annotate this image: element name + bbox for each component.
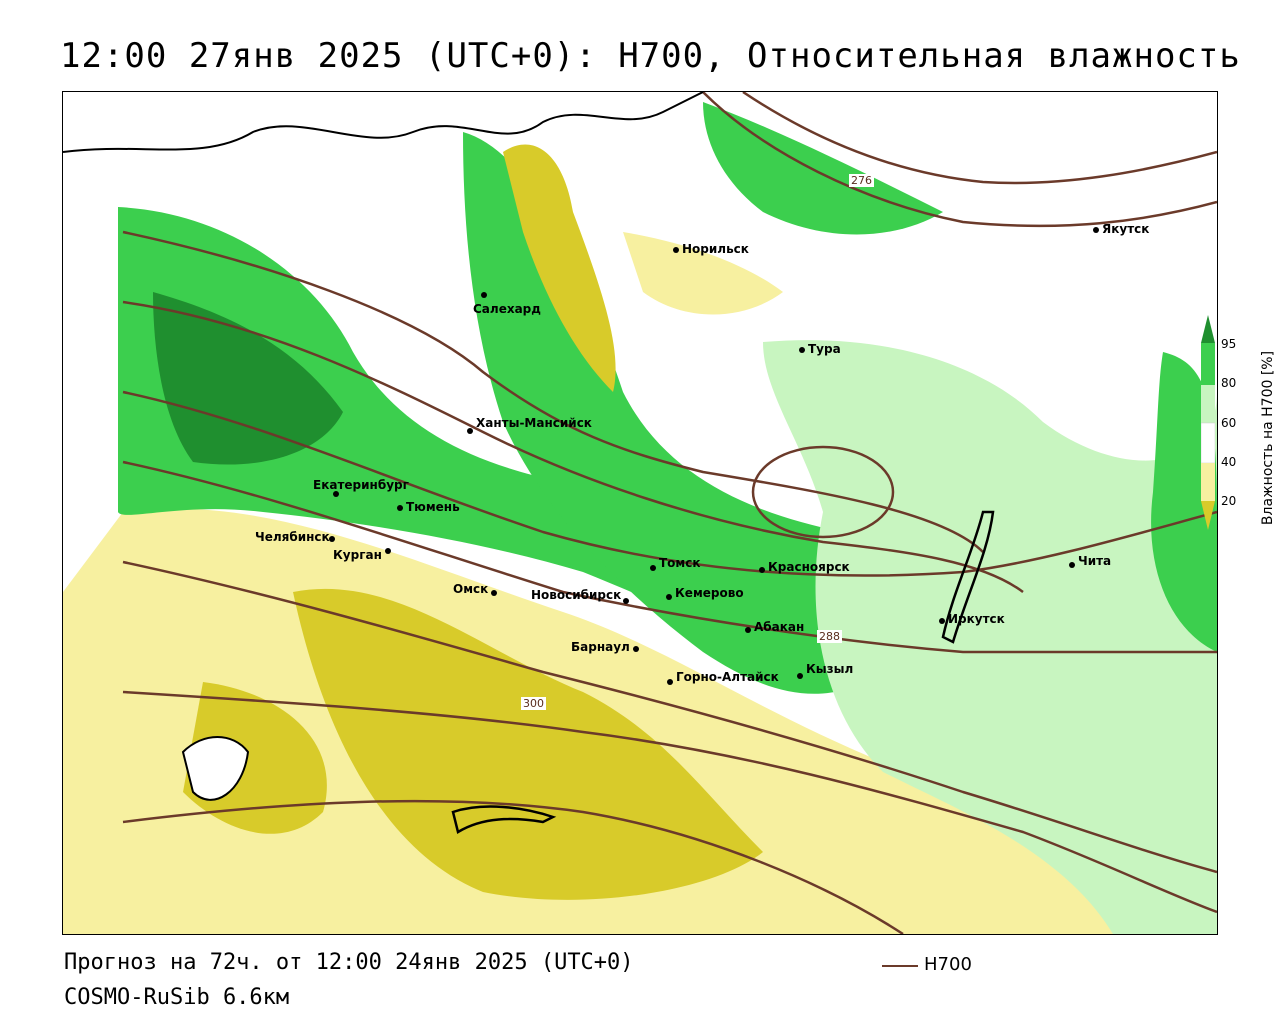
city-dot-icon <box>1093 227 1099 233</box>
contour-label: 300 <box>521 697 546 710</box>
city-norilsk: Норильск <box>673 242 749 256</box>
h700-contour-high-2 <box>742 92 1217 185</box>
dry-region-north-east <box>623 232 783 315</box>
city-dot-icon <box>666 594 672 600</box>
city-dot-icon <box>491 590 497 596</box>
h700-contour-2 <box>122 300 1024 594</box>
model-name: COSMO-RuSib 6.6км <box>64 985 290 1010</box>
city-dot-icon <box>797 673 803 679</box>
colorbar-tick: 80 <box>1221 376 1237 390</box>
h700-contour-high <box>702 92 1217 228</box>
contour-line-swatch <box>882 965 918 967</box>
colorbar-title: Влажность на H700 [%] <box>1260 350 1276 526</box>
city-kurgan: Курган <box>333 548 391 562</box>
city-khanty-mansiysk: Ханты-Мансийск <box>467 416 592 434</box>
h700-closed-low <box>751 445 895 539</box>
h700-contour-3 <box>122 390 1217 577</box>
city-chelyabinsk: Челябинск <box>255 530 335 544</box>
h700-contour-7 <box>122 799 904 934</box>
city-barnaul: Барнаул <box>571 640 639 654</box>
city-dot-icon <box>385 548 391 554</box>
city-yekaterinburg: Екатеринбург <box>313 478 409 497</box>
h700-contour-6 <box>122 690 1217 914</box>
city-dot-icon <box>939 618 945 624</box>
colorbar-tick: 40 <box>1221 455 1237 469</box>
city-dot-icon <box>397 505 403 511</box>
contour-legend-label: H700 <box>924 954 972 975</box>
city-tyumen: Тюмень <box>397 500 460 514</box>
colorbar-tick: 60 <box>1221 416 1237 430</box>
city-abakan: Абакан <box>745 620 804 634</box>
city-krasnoyarsk: Красноярск <box>759 560 850 574</box>
h700-contour-5 <box>122 560 1217 874</box>
very-wet-patch-west <box>153 292 343 465</box>
map-panel: Норильск Якутск Салехард Тура Ханты-Манс… <box>62 91 1218 935</box>
city-gorno-altaysk: Горно-Алтайск <box>667 670 779 685</box>
very-dry-region-south <box>293 588 763 900</box>
city-dot-icon <box>633 646 639 652</box>
moist-region-east <box>763 340 1217 934</box>
h700-contour-4 <box>122 460 1217 654</box>
wet-region-east <box>1151 352 1217 652</box>
contour-label: 288 <box>817 630 842 643</box>
sea-outline-west <box>181 736 250 801</box>
city-dot-icon <box>650 565 656 571</box>
city-dot-icon <box>623 598 629 604</box>
city-dot-icon <box>467 428 473 434</box>
city-kemerovo: Кемерово <box>666 586 744 600</box>
northern-coastline <box>63 92 704 153</box>
colorbar-tick: 20 <box>1221 494 1237 508</box>
forecast-info: Прогноз на 72ч. от 12:00 24янв 2025 (UTC… <box>64 950 634 975</box>
wet-region-north <box>703 102 943 235</box>
city-kyzyl: Кызыл <box>797 662 853 679</box>
city-dot-icon <box>1069 562 1075 568</box>
dry-region-north <box>503 144 616 392</box>
city-novosibirsk: Новосибирск <box>531 588 629 604</box>
city-dot-icon <box>333 491 339 497</box>
humidity-map <box>63 92 1217 934</box>
humidity-colorbar <box>1201 315 1215 530</box>
city-tura: Тура <box>799 342 841 356</box>
city-chita: Чита <box>1069 554 1111 568</box>
city-dot-icon <box>799 347 805 353</box>
lake-outline-south <box>451 805 557 834</box>
city-irkutsk: Иркутск <box>939 612 1005 626</box>
city-dot-icon <box>667 679 673 685</box>
city-dot-icon <box>745 627 751 633</box>
colorbar-tick: 95 <box>1221 337 1237 351</box>
city-dot-icon <box>759 567 765 573</box>
contour-label: 276 <box>849 174 874 187</box>
city-yakutsk: Якутск <box>1093 222 1149 236</box>
city-dot-icon <box>673 247 679 253</box>
city-tomsk: Томск <box>650 556 701 571</box>
h700-contour-1 <box>122 230 984 553</box>
city-dot-icon <box>481 292 487 298</box>
map-title: 12:00 27янв 2025 (UTC+0): H700, Относите… <box>60 36 1241 76</box>
baikal-lake <box>941 510 995 644</box>
city-dot-icon <box>329 536 335 542</box>
city-omsk: Омск <box>453 582 497 596</box>
